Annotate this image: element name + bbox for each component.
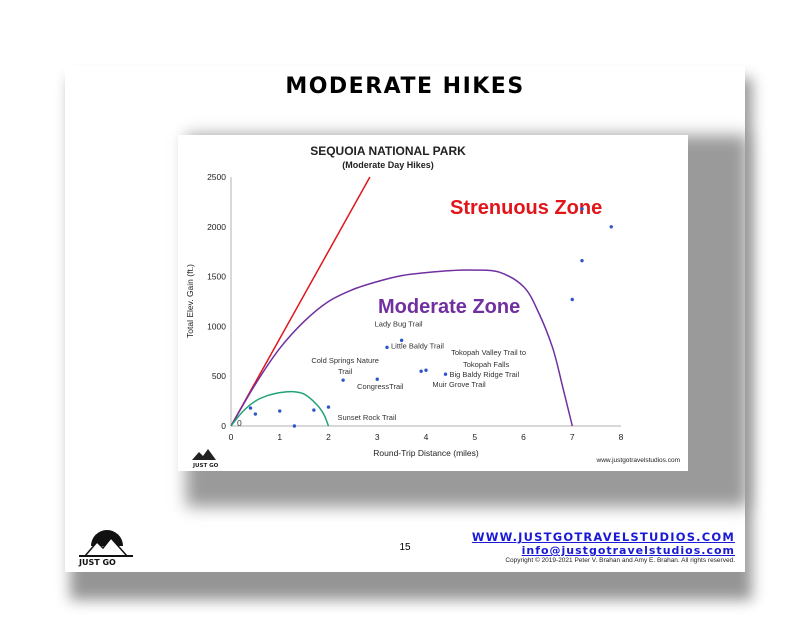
hike-point bbox=[580, 258, 584, 263]
easy-zone-curve bbox=[230, 390, 330, 427]
chart-logo-text: JUST GO bbox=[192, 463, 219, 469]
x-tick-label: 0 bbox=[229, 432, 234, 442]
x-tick-label: 7 bbox=[570, 432, 575, 442]
data-points bbox=[248, 207, 613, 428]
x-tick-label: 4 bbox=[424, 432, 429, 442]
chart-title: SEQUOIA NATIONAL PARK bbox=[310, 144, 466, 158]
hike-point bbox=[609, 225, 613, 229]
hike-point bbox=[375, 377, 379, 381]
y-tick-label: 0 bbox=[221, 421, 226, 431]
y-tick-label: 500 bbox=[212, 371, 226, 381]
hike-point bbox=[341, 378, 345, 382]
hike-point bbox=[326, 405, 331, 409]
x-tick-label: 8 bbox=[619, 432, 624, 442]
moderate-zone-curve bbox=[230, 269, 574, 427]
email-link[interactable]: info@justgotravelstudios.com bbox=[521, 544, 735, 557]
zone-label-strenuous: Strenuous Zone bbox=[450, 197, 602, 219]
point-label: Cold Springs Nature bbox=[311, 356, 379, 365]
chart-credit: www.justgotravelstudios.com bbox=[596, 457, 680, 464]
hike-point bbox=[292, 424, 297, 428]
y-tick-label: 1500 bbox=[207, 272, 226, 282]
chart-logo: JUST GO bbox=[192, 449, 219, 469]
hike-point bbox=[253, 412, 258, 416]
website-link[interactable]: WWW.JUSTGOTRAVELSTUDIOS.COM bbox=[471, 530, 735, 544]
hike-point bbox=[424, 368, 428, 372]
point-label: Tokopah Valley Trail to bbox=[451, 348, 526, 357]
point-label: Big Baldy Ridge Trail bbox=[450, 370, 520, 379]
x-tick-label: 5 bbox=[472, 432, 477, 442]
point-label: Muir Grove Trail bbox=[432, 380, 486, 389]
chart-subtitle: (Moderate Day Hikes) bbox=[342, 160, 434, 170]
page-title: MODERATE HIKES bbox=[285, 74, 525, 99]
hike-point bbox=[570, 297, 574, 302]
x-tick-label: 1 bbox=[277, 432, 282, 442]
point-label: Sunset Rock Trail bbox=[338, 413, 397, 422]
y-tick-label: 2500 bbox=[207, 172, 226, 182]
copyright-text: Copyright © 2019-2021 Peter V. Brahan an… bbox=[505, 557, 735, 564]
hike-point bbox=[385, 345, 389, 350]
hike-point bbox=[278, 409, 282, 413]
point-label: CongressTrail bbox=[357, 382, 404, 391]
point-labels: Lady Bug Trail Little Baldy Trail Cold Spr… bbox=[311, 319, 526, 422]
elevation-distance-chart: SEQUOIA NATIONAL PARK (Moderate Day Hike… bbox=[185, 144, 680, 469]
point-label: Little Baldy Trail bbox=[391, 341, 444, 350]
x-tick-label: 6 bbox=[521, 432, 526, 442]
zero-annotation: 0 bbox=[237, 418, 242, 428]
hike-point bbox=[399, 338, 404, 343]
slide-page: MODERATE HIKES SEQUOIA NATIONAL PARK (Mo… bbox=[65, 66, 748, 572]
strenuous-zone-line bbox=[230, 176, 371, 427]
x-tick-labels: 0 1 2 3 4 5 6 7 8 bbox=[229, 432, 624, 442]
footer-logo-text: JUST GO bbox=[78, 558, 116, 567]
point-label: Trail bbox=[338, 367, 353, 376]
y-axis-label: Total Elev. Gain (ft.) bbox=[185, 264, 195, 338]
page-number: 15 bbox=[399, 542, 411, 553]
zone-label-moderate: Moderate Zone bbox=[378, 296, 520, 318]
x-tick-label: 3 bbox=[375, 432, 380, 442]
point-label: Tokopah Falls bbox=[463, 360, 510, 369]
y-tick-label: 1000 bbox=[207, 321, 226, 331]
hike-point bbox=[580, 207, 584, 211]
point-label: Lady Bug Trail bbox=[375, 319, 423, 328]
footer-logo: JUST GO bbox=[71, 524, 157, 568]
hike-point bbox=[312, 408, 316, 412]
x-tick-label: 2 bbox=[326, 432, 331, 442]
mountain-sun-logo-icon: JUST GO bbox=[78, 530, 133, 567]
y-tick-labels: 0 500 1000 1500 2000 2500 bbox=[207, 172, 226, 431]
hike-point bbox=[248, 406, 253, 410]
y-tick-label: 2000 bbox=[207, 222, 226, 232]
x-axis-label: Round-Trip Distance (miles) bbox=[373, 448, 479, 458]
zone-lines bbox=[230, 176, 574, 427]
hike-point bbox=[419, 369, 423, 373]
hike-point bbox=[443, 372, 448, 376]
chart-panel: SEQUOIA NATIONAL PARK (Moderate Day Hike… bbox=[178, 135, 688, 471]
